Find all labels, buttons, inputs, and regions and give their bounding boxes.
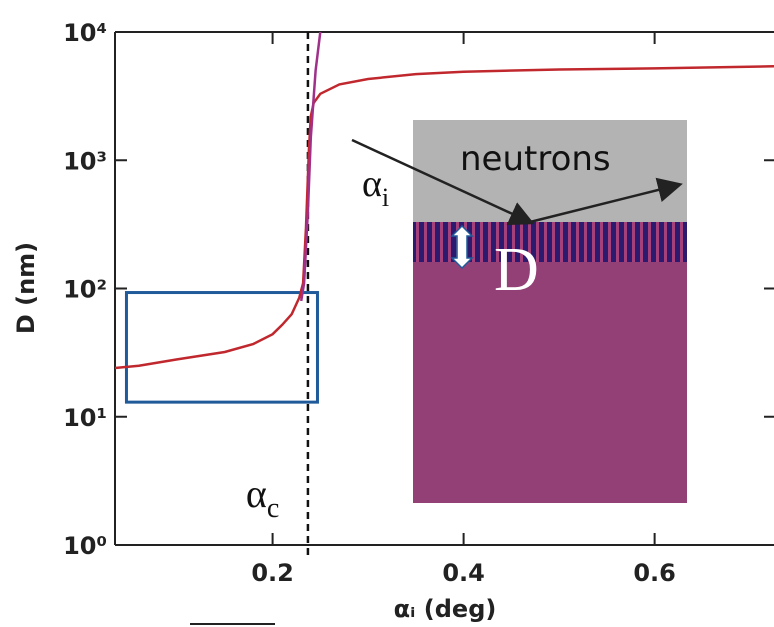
inset-label: neutrons — [460, 139, 611, 179]
x-axis-label: αᵢ (deg) — [394, 595, 497, 623]
critical-label-sub: c — [267, 493, 279, 524]
inset-air — [413, 120, 687, 222]
highlight-box — [124, 291, 319, 404]
incident-beam — [351, 138, 535, 225]
y-tick-label: 10¹ — [63, 404, 107, 432]
angle-label: αi — [362, 163, 389, 212]
inset-substrate — [413, 262, 687, 503]
x-tick-label: 0.6 — [633, 559, 676, 587]
x-tick-label: 0.4 — [442, 559, 485, 587]
data-line — [115, 65, 774, 370]
critical-label-base: α — [246, 471, 267, 516]
y-axis-label: D (nm) — [12, 242, 40, 334]
data-line — [299, 32, 322, 302]
inset-layer — [413, 222, 687, 262]
inset-diagram: neutrons αi D — [351, 120, 687, 503]
y-tick-label: 10² — [63, 276, 107, 304]
reflected-beam — [529, 177, 683, 224]
plot-area — [115, 32, 774, 370]
thickness-arrow — [450, 224, 474, 270]
thickness-label: D — [494, 236, 539, 304]
angle-label-base: α — [362, 163, 382, 205]
y-tick-label: 10³ — [63, 147, 107, 175]
y-tick-label: 10⁴ — [63, 19, 107, 47]
x-tick-label: 0.2 — [251, 559, 294, 587]
y-tick-label: 10⁰ — [63, 532, 107, 560]
critical-label: αc — [246, 471, 279, 524]
angle-label-sub: i — [382, 183, 389, 212]
